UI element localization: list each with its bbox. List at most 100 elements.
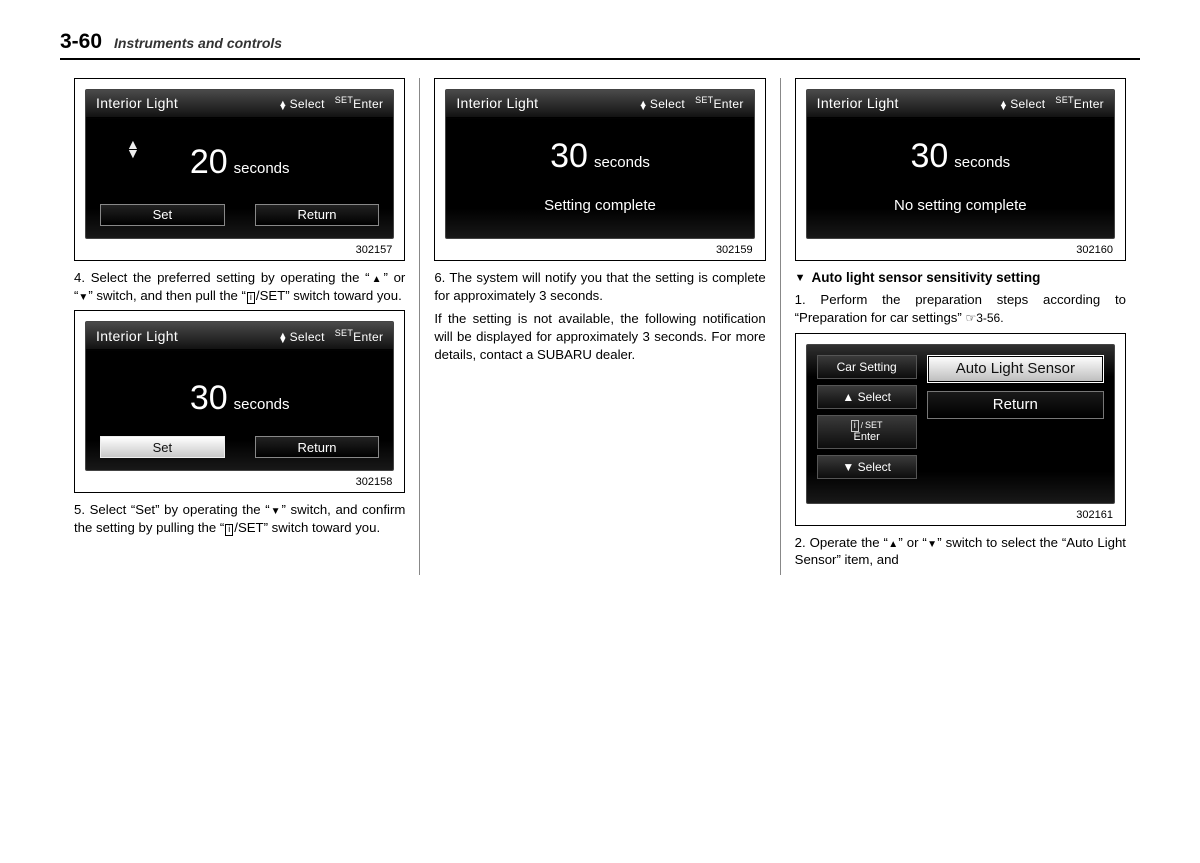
screen-title: Interior Light bbox=[96, 94, 178, 113]
status-text: No setting complete bbox=[807, 196, 1114, 216]
return-button[interactable]: Return bbox=[255, 204, 380, 226]
updown-icon: ▲▼ bbox=[639, 101, 648, 110]
column-2: Interior Light ▲▼Select SETEnter 30 seco… bbox=[420, 78, 780, 575]
figure-2: Interior Light ▲▼Select SETEnter 30 seco… bbox=[74, 310, 405, 493]
menu-select-down: ▼ Select bbox=[817, 455, 917, 479]
figure-code: 302161 bbox=[806, 504, 1115, 523]
figure-4: Interior Light ▲▼Select SETEnter 30 seco… bbox=[795, 78, 1126, 261]
subhead: ▼ Auto light sensor sensitivity setting bbox=[795, 269, 1126, 287]
t: ” switch, and then pull the “ bbox=[88, 288, 246, 303]
down-triangle-icon: ▼ bbox=[270, 506, 282, 517]
hint-select: Select bbox=[290, 97, 325, 111]
updown-icon: ▲▼ bbox=[278, 333, 287, 342]
hint-select: Select bbox=[1010, 97, 1045, 111]
value-row: 30 seconds bbox=[807, 134, 1114, 180]
t: Select bbox=[858, 459, 891, 475]
figure-3: Interior Light ▲▼Select SETEnter 30 seco… bbox=[434, 78, 765, 261]
info-key-icon: i bbox=[851, 420, 859, 431]
step-5: 5. Select “Set” by operating the “▼” swi… bbox=[74, 501, 405, 537]
t: 1. Perform the preparation steps accordi… bbox=[795, 292, 1126, 325]
figure-5: Car Setting ▲ Select i/SET Enter ▼ Selec… bbox=[795, 333, 1126, 526]
page-header: 3-60 Instruments and controls bbox=[60, 30, 1140, 54]
button-row: Set Return bbox=[100, 436, 379, 458]
down-triangle-icon: ▼ bbox=[927, 539, 937, 550]
hint-enter: Enter bbox=[353, 97, 383, 111]
value-unit: seconds bbox=[234, 159, 290, 179]
section-marker-icon: ▼ bbox=[795, 271, 806, 286]
t: 4. Select the preferred setting by opera… bbox=[74, 270, 370, 285]
t: SET bbox=[865, 421, 883, 430]
screen-hints: ▲▼Select SETEnter bbox=[278, 94, 383, 112]
menu-item-return[interactable]: Return bbox=[927, 391, 1104, 419]
screen-title: Interior Light bbox=[96, 327, 178, 346]
menu-select-up: ▲ Select bbox=[817, 385, 917, 409]
screen-topbar: Interior Light ▲▼Select SETEnter bbox=[807, 90, 1114, 118]
updown-icon: ▲▼ bbox=[999, 101, 1008, 110]
rstep-1: 1. Perform the preparation steps accordi… bbox=[795, 291, 1126, 327]
screen-title: Interior Light bbox=[817, 94, 899, 113]
columns: Interior Light ▲▼Select SETEnter ▲▼ 20 s… bbox=[60, 78, 1140, 575]
screen-4: Interior Light ▲▼Select SETEnter 30 seco… bbox=[806, 89, 1115, 239]
value-unit: seconds bbox=[594, 153, 650, 173]
menu-car-setting: Car Setting bbox=[817, 355, 917, 379]
t: Enter bbox=[854, 432, 880, 444]
menu-enter: i/SET Enter bbox=[817, 415, 917, 449]
value-row: 30 seconds bbox=[86, 376, 393, 422]
menu-item-auto-light-sensor[interactable]: Auto Light Sensor bbox=[927, 355, 1104, 383]
manual-page: 3-60 Instruments and controls Interior L… bbox=[60, 30, 1140, 575]
subhead-text: Auto light sensor sensitivity setting bbox=[812, 269, 1041, 287]
hint-set-pre: SET bbox=[335, 328, 353, 338]
screen-hints: ▲▼Select SETEnter bbox=[999, 94, 1104, 112]
info-key-icon: i bbox=[225, 524, 233, 536]
step-6b: If the setting is not available, the fol… bbox=[434, 310, 765, 363]
step-6: 6. The system will notify you that the s… bbox=[434, 269, 765, 305]
rstep-2: 2. Operate the “▲” or “▼” switch to sele… bbox=[795, 534, 1126, 570]
figure-code: 302158 bbox=[85, 471, 394, 490]
screen-2: Interior Light ▲▼Select SETEnter 30 seco… bbox=[85, 321, 394, 471]
value-number: 30 bbox=[550, 134, 588, 180]
hint-set-pre: SET bbox=[695, 95, 713, 105]
screen-1: Interior Light ▲▼Select SETEnter ▲▼ 20 s… bbox=[85, 89, 394, 239]
header-rule bbox=[60, 58, 1140, 60]
cross-ref: ☞3-56. bbox=[965, 311, 1003, 325]
value-number: 30 bbox=[190, 376, 228, 422]
iset-icon: i/SET bbox=[851, 420, 883, 431]
updown-icon: ▲▼ bbox=[278, 101, 287, 110]
down-triangle-icon: ▼ bbox=[78, 292, 88, 303]
column-1: Interior Light ▲▼Select SETEnter ▲▼ 20 s… bbox=[60, 78, 420, 575]
value-unit: seconds bbox=[234, 395, 290, 415]
up-triangle-icon: ▲ bbox=[370, 274, 384, 285]
section-title: Instruments and controls bbox=[114, 35, 282, 51]
column-3: Interior Light ▲▼Select SETEnter 30 seco… bbox=[781, 78, 1140, 575]
figure-code: 302160 bbox=[806, 239, 1115, 258]
screen-topbar: Interior Light ▲▼Select SETEnter bbox=[86, 322, 393, 350]
t: 2. Operate the “ bbox=[795, 535, 888, 550]
value-number: 20 bbox=[190, 140, 228, 186]
hint-set-pre: SET bbox=[335, 95, 353, 105]
screen-hints: ▲▼Select SETEnter bbox=[278, 327, 383, 345]
down-triangle-icon: ▼ bbox=[842, 459, 854, 475]
figure-code: 302159 bbox=[445, 239, 754, 258]
hint-enter: Enter bbox=[713, 97, 743, 111]
screen-5: Car Setting ▲ Select i/SET Enter ▼ Selec… bbox=[806, 344, 1115, 504]
figure-code: 302157 bbox=[85, 239, 394, 258]
button-row: Set Return bbox=[100, 204, 379, 226]
screen-topbar: Interior Light ▲▼Select SETEnter bbox=[446, 90, 753, 118]
set-button[interactable]: Set bbox=[100, 436, 225, 458]
up-triangle-icon: ▲ bbox=[842, 389, 854, 405]
value-number: 30 bbox=[910, 134, 948, 180]
t: /SET” switch toward you. bbox=[234, 520, 380, 535]
page-number: 3-60 bbox=[60, 30, 102, 54]
return-button[interactable]: Return bbox=[255, 436, 380, 458]
t: /SET” switch toward you. bbox=[256, 288, 402, 303]
status-text: Setting complete bbox=[446, 196, 753, 216]
step-4: 4. Select the preferred setting by opera… bbox=[74, 269, 405, 305]
info-key-icon: i bbox=[247, 292, 255, 304]
t: ” or “ bbox=[898, 535, 926, 550]
menu-right: Auto Light Sensor Return bbox=[927, 355, 1104, 419]
screen-hints: ▲▼Select SETEnter bbox=[639, 94, 744, 112]
value-unit: seconds bbox=[954, 153, 1010, 173]
set-button[interactable]: Set bbox=[100, 204, 225, 226]
up-triangle-icon: ▲ bbox=[888, 539, 898, 550]
menu-left: Car Setting ▲ Select i/SET Enter ▼ Selec… bbox=[817, 355, 917, 479]
